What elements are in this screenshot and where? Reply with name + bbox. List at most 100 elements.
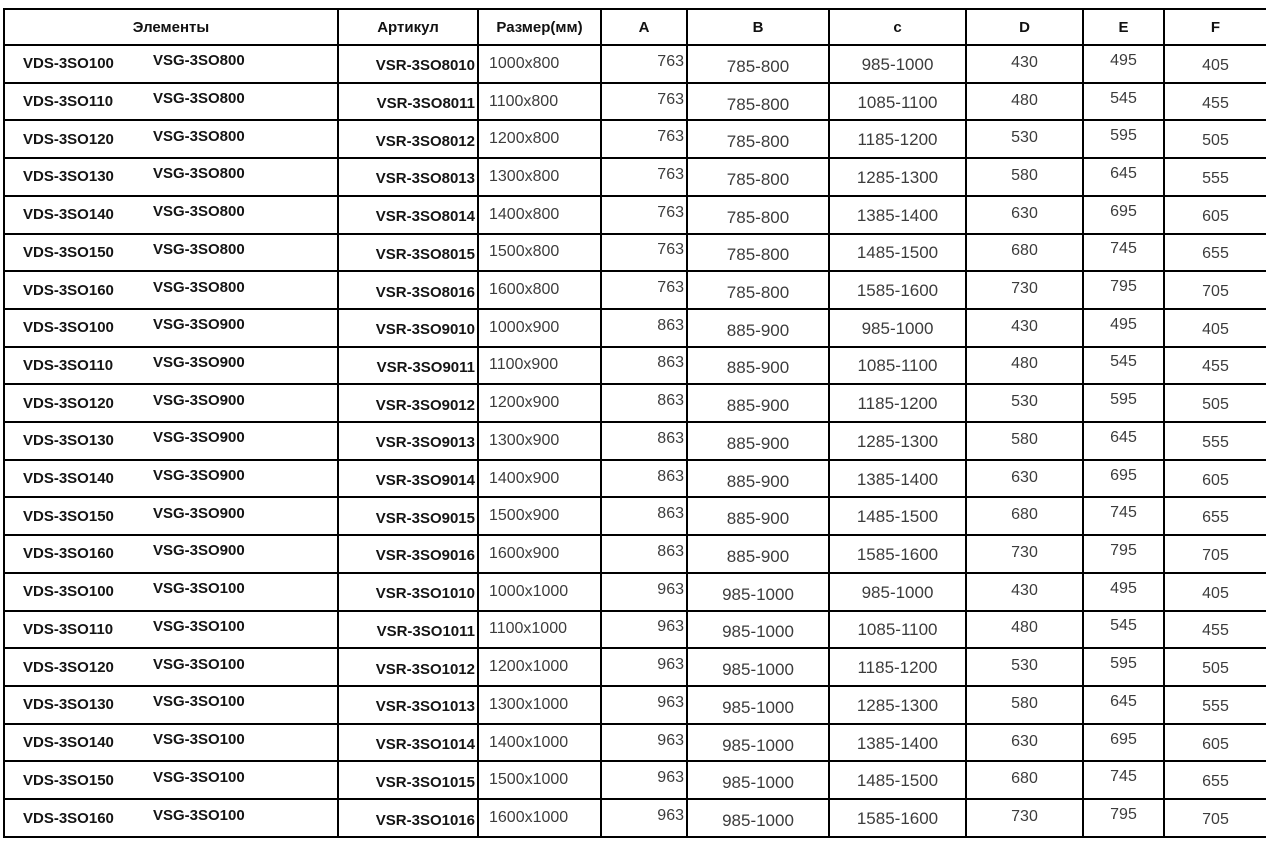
cell-value: 1585-1600 (856, 281, 939, 301)
cell-value: 885-900 (726, 396, 790, 416)
cell-value: 985-1000 (722, 735, 794, 755)
cell-value: 785-800 (726, 94, 790, 114)
table-row: VDS-3SO140 VSG-3SO900 VSR-3SO9014 1400x900 8… (3, 458, 1266, 499)
f-cell: 655 (1163, 496, 1266, 537)
cell-value: 963 (657, 693, 684, 711)
element-vsg-label: VSG-3SO100 (153, 693, 245, 711)
table-row: VDS-3SO150 VSG-3SO100 VSR-3SO1015 1500x1000… (3, 760, 1266, 801)
a-cell: 963 (600, 684, 688, 725)
f-cell: 455 (1163, 345, 1266, 386)
cell-value: VSR-3SO8011 (376, 95, 475, 113)
a-cell: 863 (600, 421, 688, 461)
element-cell: VDS-3SO150 VSG-3SO900 (3, 496, 339, 537)
d-cell: 680 (965, 232, 1084, 273)
b-cell: 885-900 (686, 421, 830, 461)
c-cell: 1485-1500 (828, 760, 967, 801)
cell-value: 1500x1000 (489, 771, 569, 789)
articul-cell: VSR-3SO9013 (337, 421, 479, 461)
d-cell: 680 (965, 496, 1084, 537)
cell-value: 695 (1110, 202, 1137, 220)
element-vsg-label: VSG-3SO100 (153, 617, 245, 635)
cell-value: 605 (1202, 735, 1229, 753)
cell-value: 645 (1110, 428, 1137, 446)
cell-value: VSR-3SO1010 (375, 585, 475, 603)
cell-value: 630 (1011, 732, 1038, 750)
element-vsg-label: VSG-3SO800 (153, 165, 245, 183)
cell-value: 695 (1110, 466, 1137, 484)
f-cell: 555 (1163, 421, 1266, 461)
table-row: VDS-3SO140 VSG-3SO100 VSR-3SO1014 1400x1000… (3, 722, 1266, 763)
cell-value: VSR-3SO8013 (375, 170, 475, 188)
cell-value: 963 (657, 656, 684, 674)
element-vsg-label: VSG-3SO100 (153, 768, 245, 786)
d-cell: 630 (965, 722, 1084, 763)
e-cell: 495 (1082, 44, 1165, 84)
a-cell: 963 (600, 722, 688, 763)
f-cell: 605 (1163, 722, 1266, 763)
element-cell: VDS-3SO120 VSG-3SO800 (3, 119, 339, 160)
f-cell: 605 (1163, 458, 1266, 499)
size-cell: 1200x900 (477, 383, 602, 424)
articul-cell: VSR-3SO9011 (337, 345, 479, 386)
cell-value: 863 (657, 542, 684, 560)
cell-value: 595 (1110, 655, 1137, 673)
cell-value: 1585-1600 (856, 809, 939, 829)
f-cell: 555 (1163, 157, 1266, 197)
cell-value: 555 (1202, 697, 1229, 715)
cell-value: 680 (1011, 242, 1038, 260)
a-cell: 963 (600, 647, 688, 687)
cell-value: 705 (1202, 811, 1229, 829)
cell-value: 605 (1202, 471, 1229, 489)
element-cell: VDS-3SO120 VSG-3SO100 (3, 647, 339, 687)
a-cell: 863 (600, 458, 688, 499)
header-d: D (965, 8, 1084, 46)
d-cell: 680 (965, 760, 1084, 801)
cell-value: 455 (1202, 622, 1229, 640)
cell-value: 545 (1110, 89, 1137, 107)
cell-value: 863 (657, 392, 684, 410)
element-vsg-label: VSG-3SO800 (153, 278, 245, 296)
cell-value: 1385-1400 (856, 205, 939, 225)
cell-value: 985-1000 (722, 622, 794, 642)
element-vsg-label: VSG-3SO800 (153, 240, 245, 258)
cell-value: 785-800 (726, 283, 790, 303)
articul-cell: VSR-3SO1016 (337, 798, 479, 838)
cell-value: 763 (657, 128, 684, 146)
b-cell: 985-1000 (686, 760, 830, 801)
b-cell: 885-900 (686, 383, 830, 424)
element-cell: VDS-3SO100 VSG-3SO800 (3, 44, 339, 84)
element-cell: VDS-3SO150 VSG-3SO800 (3, 232, 339, 273)
cell-value: 985-1000 (722, 660, 794, 680)
cell-value: 885-900 (726, 320, 790, 340)
cell-value: 885-900 (726, 546, 790, 566)
cell-value: 985-1000 (722, 811, 794, 831)
e-cell: 695 (1082, 194, 1165, 235)
header-elements: Элементы (3, 8, 339, 46)
cell-value: 763 (657, 279, 684, 297)
c-cell: 1385-1400 (828, 458, 967, 499)
c-cell: 1385-1400 (828, 194, 967, 235)
table-row: VDS-3SO130 VSG-3SO900 VSR-3SO9013 1300x900 8… (3, 421, 1266, 461)
cell-value: 1500x900 (489, 507, 560, 525)
cell-value: 745 (1110, 240, 1137, 258)
cell-value: 580 (1011, 430, 1038, 448)
e-cell: 595 (1082, 119, 1165, 160)
size-cell: 1300x800 (477, 157, 602, 197)
header-a: A (600, 8, 688, 46)
f-cell: 705 (1163, 270, 1266, 310)
element-vsg-label: VSG-3SO900 (153, 467, 245, 485)
element-vsg-label: VSG-3SO900 (153, 504, 245, 522)
e-cell: 545 (1082, 345, 1165, 386)
size-cell: 1100x800 (477, 81, 602, 122)
cell-value: 1300x900 (489, 431, 560, 449)
table-row: VDS-3SO100 VSG-3SO800 VSR-3SO8010 1000x800 7… (3, 44, 1266, 84)
e-cell: 495 (1082, 571, 1165, 612)
cell-value: 705 (1202, 283, 1229, 301)
d-cell: 580 (965, 421, 1084, 461)
c-cell: 1585-1600 (828, 798, 967, 838)
b-cell: 785-800 (686, 81, 830, 122)
table-header-row: Элементы Артикул Размер(мм) A B c D E F (3, 8, 1266, 46)
b-cell: 985-1000 (686, 647, 830, 687)
table-row: VDS-3SO140 VSG-3SO800 VSR-3SO8014 1400x800 7… (3, 194, 1266, 235)
e-cell: 745 (1082, 760, 1165, 801)
